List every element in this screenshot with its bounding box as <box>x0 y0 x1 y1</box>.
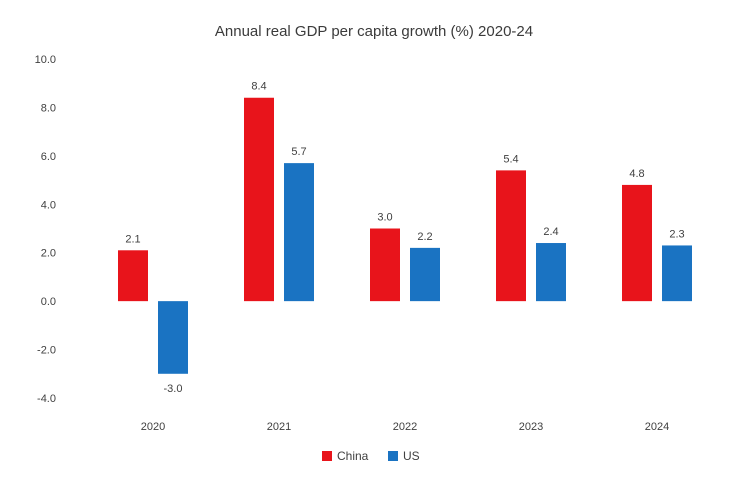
x-axis: 2020 2021 2022 2023 2024 <box>141 421 669 433</box>
data-label-china-2024: 4.8 <box>629 168 644 180</box>
y-tick-label: -4.0 <box>37 393 56 405</box>
data-label-us-2020: -3.0 <box>164 383 183 395</box>
y-axis: 10.0 8.0 6.0 4.0 2.0 0.0 -2.0 -4.0 <box>35 54 56 405</box>
data-label-china-2023: 5.4 <box>503 153 518 165</box>
y-tick-label: 10.0 <box>35 54 56 66</box>
data-label-china-2020: 2.1 <box>125 233 140 245</box>
bar-china-2023 <box>496 170 526 302</box>
bar-china-2024 <box>622 184 652 302</box>
legend-swatch-us <box>388 451 398 461</box>
y-tick-label: 8.0 <box>41 102 56 114</box>
y-tick-label: 0.0 <box>41 296 56 308</box>
bar-us-2023 <box>536 243 566 302</box>
bar-us-2021 <box>284 163 314 302</box>
bar-china-2021 <box>244 97 274 302</box>
legend: China US <box>322 449 420 463</box>
data-label-china-2021: 8.4 <box>251 81 266 93</box>
bar-us-2020 <box>158 301 188 374</box>
bars <box>118 97 692 374</box>
data-label-us-2023: 2.4 <box>543 226 558 238</box>
data-labels: 2.1 -3.0 8.4 5.7 3.0 2.2 5.4 2.4 4.8 2.3 <box>125 81 684 395</box>
y-tick-label: -2.0 <box>37 345 56 357</box>
bar-china-2022 <box>370 228 400 302</box>
x-tick-label: 2022 <box>393 421 417 433</box>
data-label-china-2022: 3.0 <box>377 212 392 224</box>
legend-label-china: China <box>337 449 369 463</box>
y-tick-label: 4.0 <box>41 199 56 211</box>
data-label-us-2021: 5.7 <box>291 146 306 158</box>
chart-title: Annual real GDP per capita growth (%) 20… <box>215 23 533 40</box>
legend-label-us: US <box>403 449 420 463</box>
data-label-us-2022: 2.2 <box>417 231 432 243</box>
x-tick-label: 2020 <box>141 421 165 433</box>
bar-china-2020 <box>118 250 148 302</box>
x-tick-label: 2021 <box>267 421 291 433</box>
x-tick-label: 2024 <box>645 421 669 433</box>
bar-us-2022 <box>410 247 440 302</box>
x-tick-label: 2023 <box>519 421 543 433</box>
bar-us-2024 <box>662 245 692 302</box>
data-label-us-2024: 2.3 <box>669 228 684 240</box>
y-tick-label: 2.0 <box>41 248 56 260</box>
legend-swatch-china <box>322 451 332 461</box>
y-tick-label: 6.0 <box>41 151 56 163</box>
